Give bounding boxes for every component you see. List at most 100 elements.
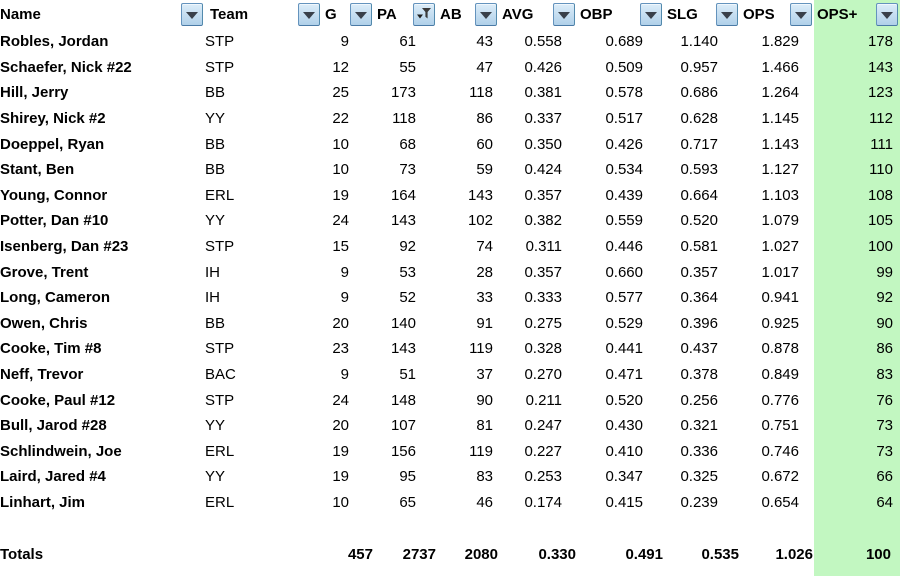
cell-team[interactable]: YY (205, 417, 226, 435)
cell-ops[interactable]: 0.672 (761, 468, 799, 486)
cell-pa[interactable]: 148 (390, 391, 416, 409)
filter-dropdown-button[interactable] (790, 3, 812, 26)
cell-ops_plus[interactable]: 112 (869, 110, 893, 128)
cell-ab[interactable]: 119 (469, 442, 493, 460)
cell-obp[interactable]: 0.534 (605, 161, 643, 179)
cell-ops_plus[interactable]: 110 (869, 161, 893, 179)
cell-team[interactable]: YY (205, 212, 226, 230)
cell-ab[interactable]: 37 (476, 366, 493, 384)
cell-g[interactable]: 19 (332, 442, 349, 460)
cell-avg[interactable]: 0.357 (524, 263, 562, 281)
cell-ab[interactable]: 86 (476, 110, 493, 128)
cell-obp[interactable]: 0.578 (605, 84, 643, 102)
cell-slg[interactable]: 0.581 (680, 238, 718, 256)
cell-pa[interactable]: 53 (399, 263, 416, 281)
cell-ops[interactable]: 0.925 (761, 314, 799, 332)
cell-ops[interactable]: 1.027 (761, 238, 799, 256)
cell-g[interactable]: 19 (332, 468, 349, 486)
cell-g[interactable]: 9 (340, 263, 349, 281)
cell-team[interactable]: ERL (205, 493, 235, 511)
cell-team[interactable]: STP (205, 391, 235, 409)
cell-slg[interactable]: 0.357 (680, 263, 718, 281)
cell-avg[interactable]: 0.253 (524, 468, 562, 486)
cell-name[interactable]: Shirey, Nick #2 (0, 110, 106, 128)
cell-ab[interactable]: 46 (476, 493, 493, 511)
cell-team[interactable]: BB (205, 314, 226, 332)
cell-ab[interactable]: 74 (476, 238, 493, 256)
cell-slg[interactable]: 0.593 (680, 161, 718, 179)
cell-avg[interactable]: 0.270 (524, 366, 562, 384)
cell-obp[interactable]: 0.660 (605, 263, 643, 281)
filter-applied-button[interactable] (413, 3, 435, 26)
cell-ops_plus[interactable]: 143 (867, 58, 893, 76)
cell-ops_plus[interactable]: 66 (876, 468, 893, 486)
cell-ab[interactable]: 59 (476, 161, 493, 179)
cell-name[interactable]: Potter, Dan #10 (0, 212, 109, 230)
cell-ab[interactable]: 60 (476, 135, 493, 153)
cell-ops_plus[interactable]: 99 (876, 263, 893, 281)
cell-g[interactable]: 9 (340, 33, 349, 51)
cell-team[interactable]: BB (205, 135, 226, 153)
column-header-slg[interactable]: SLG (664, 0, 740, 29)
filter-dropdown-button[interactable] (298, 3, 320, 26)
cell-name[interactable]: Hill, Jerry (0, 84, 69, 102)
cell-g[interactable]: 22 (332, 110, 349, 128)
cell-pa[interactable]: 73 (399, 161, 416, 179)
cell-ops[interactable]: 1.079 (761, 212, 799, 230)
cell-g[interactable]: 10 (332, 493, 349, 511)
cell-g[interactable]: 23 (332, 340, 349, 358)
cell-avg[interactable]: 0.227 (524, 442, 562, 460)
column-header-pa[interactable]: PA (374, 0, 437, 29)
cell-ops_plus[interactable]: 73 (876, 417, 893, 435)
cell-slg[interactable]: 0.957 (680, 58, 718, 76)
cell-ops[interactable]: 0.776 (761, 391, 799, 409)
cell-obp[interactable]: 0.426 (605, 135, 643, 153)
cell-g[interactable]: 25 (332, 84, 349, 102)
cell-team[interactable]: BB (205, 161, 226, 179)
cell-g[interactable]: 10 (332, 161, 349, 179)
cell-obp[interactable]: 0.439 (605, 186, 643, 204)
cell-name[interactable]: Robles, Jordan (0, 33, 109, 51)
cell-name[interactable]: Cooke, Paul #12 (0, 391, 116, 409)
cell-name[interactable]: Bull, Jarod #28 (0, 417, 107, 435)
cell-ops_plus[interactable]: 111 (870, 135, 893, 153)
cell-ops[interactable]: 1.145 (761, 110, 799, 128)
cell-obp[interactable]: 0.689 (605, 33, 643, 51)
cell-ops_plus[interactable]: 86 (876, 340, 893, 358)
cell-obp[interactable]: 0.347 (605, 468, 643, 486)
cell-name[interactable]: Laird, Jared #4 (0, 468, 106, 486)
cell-name[interactable]: Schlindwein, Joe (0, 442, 122, 460)
cell-avg[interactable]: 0.211 (525, 391, 562, 409)
cell-name[interactable]: Neff, Trevor (0, 366, 84, 384)
cell-g[interactable]: 12 (332, 58, 349, 76)
cell-team[interactable]: IH (205, 263, 220, 281)
cell-avg[interactable]: 0.311 (525, 238, 562, 256)
cell-slg[interactable]: 0.717 (680, 135, 718, 153)
cell-team[interactable]: ERL (205, 186, 235, 204)
cell-team[interactable]: STP (205, 238, 235, 256)
cell-slg[interactable]: 0.321 (680, 417, 718, 435)
cell-ops[interactable]: 0.746 (761, 442, 799, 460)
cell-obp[interactable]: 0.430 (605, 417, 643, 435)
cell-ops_plus[interactable]: 64 (876, 493, 893, 511)
cell-pa[interactable]: 164 (390, 186, 416, 204)
cell-name[interactable]: Doeppel, Ryan (0, 135, 105, 153)
cell-avg[interactable]: 0.558 (524, 33, 562, 51)
totals-cell-name[interactable]: Totals (0, 545, 44, 563)
cell-pa[interactable]: 61 (399, 33, 416, 51)
totals-cell-g[interactable]: 457 (347, 545, 373, 563)
cell-slg[interactable]: 0.364 (680, 289, 718, 307)
cell-g[interactable]: 9 (340, 366, 349, 384)
cell-ab[interactable]: 47 (476, 58, 493, 76)
cell-ops[interactable]: 1.264 (761, 84, 799, 102)
totals-cell-ops[interactable]: 1.026 (775, 545, 813, 563)
cell-slg[interactable]: 0.378 (680, 366, 718, 384)
totals-cell-avg[interactable]: 0.330 (538, 545, 576, 563)
cell-obp[interactable]: 0.577 (605, 289, 643, 307)
cell-name[interactable]: Isenberg, Dan #23 (0, 238, 129, 256)
cell-pa[interactable]: 173 (390, 84, 416, 102)
cell-team[interactable]: STP (205, 58, 235, 76)
cell-empty[interactable] (740, 515, 814, 541)
cell-empty[interactable] (577, 515, 664, 541)
filter-dropdown-button[interactable] (350, 3, 372, 26)
